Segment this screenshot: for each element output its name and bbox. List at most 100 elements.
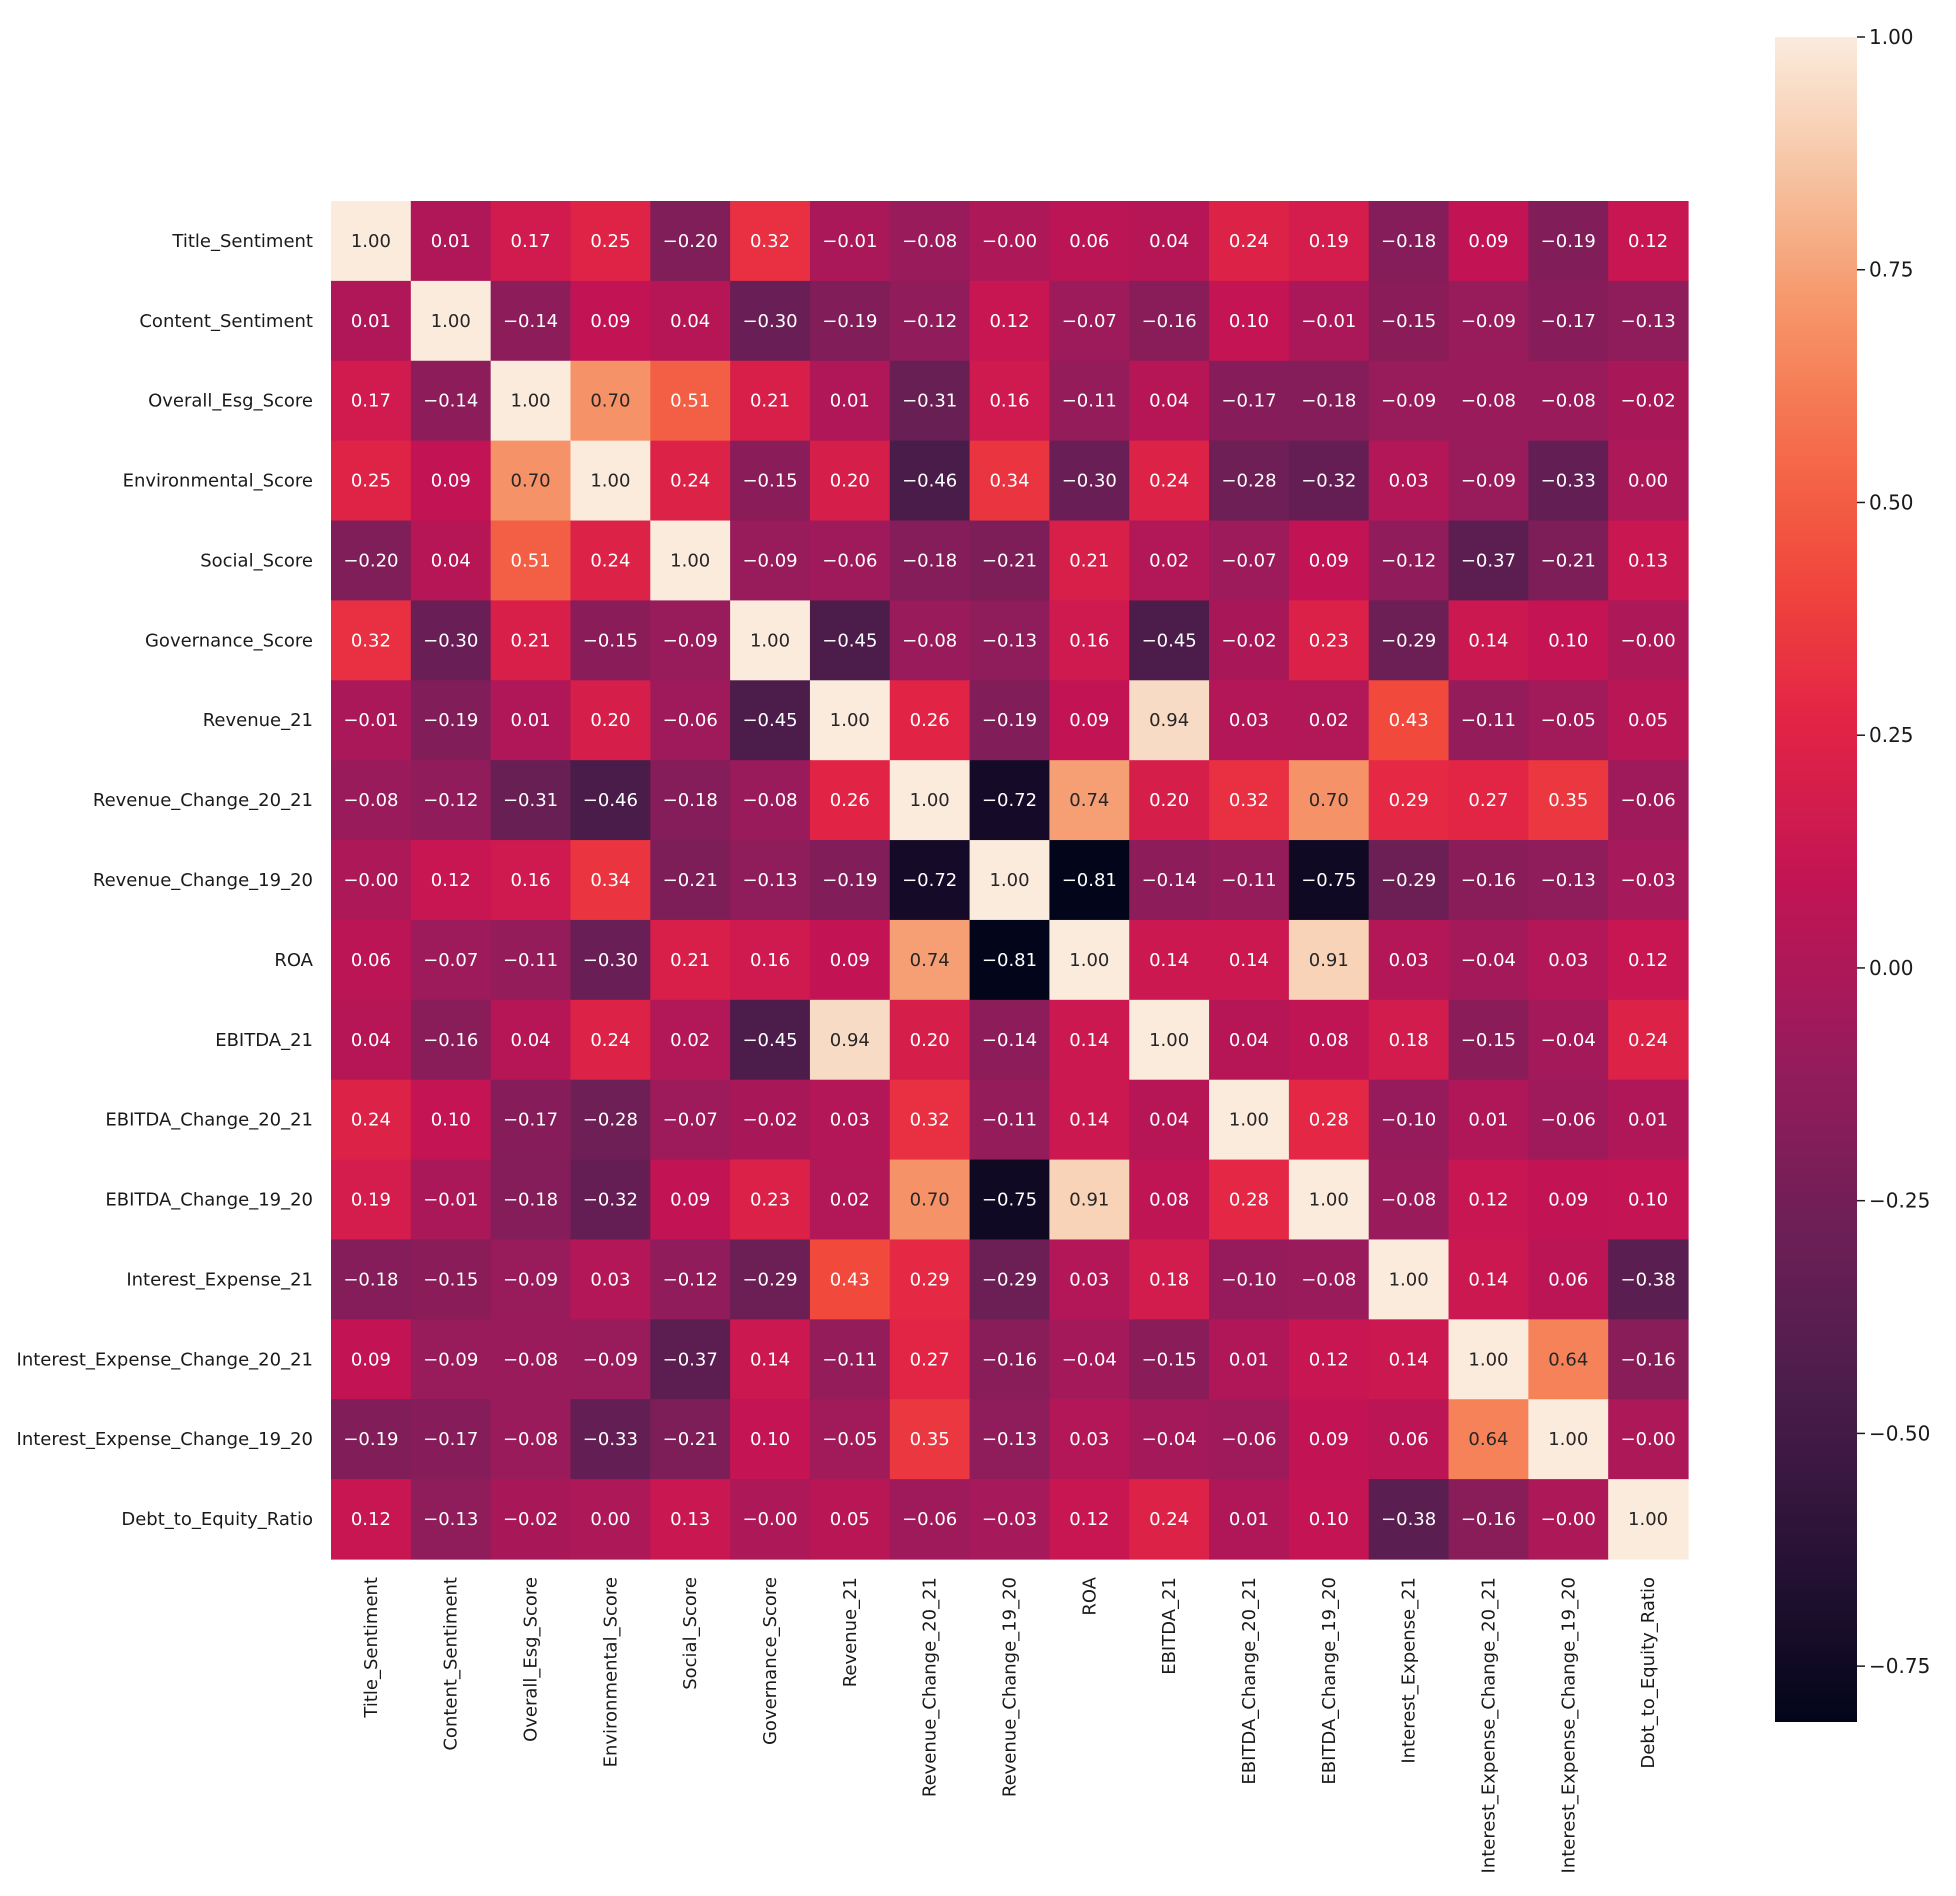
cell-value-label: −0.09 xyxy=(1381,391,1436,412)
heatmap-cell xyxy=(490,1399,572,1480)
y-tick-label: Debt_to_Equity_Ratio xyxy=(121,1509,313,1530)
heatmap-cell xyxy=(809,1159,891,1241)
cell-value-label: −0.08 xyxy=(1381,1190,1436,1211)
x-tick-label: Interest_Expense_Change_20_21 xyxy=(1478,1577,1499,1873)
cell-value-label: −0.04 xyxy=(1461,950,1516,971)
cell-value-label: −0.11 xyxy=(982,1110,1037,1131)
heatmap-cell xyxy=(410,1479,492,1560)
heatmap-cell xyxy=(1368,1479,1450,1560)
cell-value-label: 0.14 xyxy=(1069,1030,1109,1051)
cell-value-label: 0.16 xyxy=(1069,630,1109,651)
heatmap-cell xyxy=(1528,280,1609,362)
cell-value-label: 0.02 xyxy=(1149,550,1189,571)
heatmap-cell xyxy=(1288,600,1370,681)
cell-value-label: 0.09 xyxy=(1548,1190,1588,1211)
cell-value-label: 0.09 xyxy=(351,1349,391,1370)
cell-value-label: 0.91 xyxy=(1069,1190,1109,1211)
cell-value-label: −0.45 xyxy=(742,1030,797,1051)
cell-value-label: 1.00 xyxy=(910,790,950,811)
cell-value-label: 1.00 xyxy=(750,630,790,651)
heatmap-cell xyxy=(570,1079,651,1161)
cell-value-label: 0.06 xyxy=(1069,231,1109,252)
cell-value-label: 0.02 xyxy=(1309,710,1349,731)
cell-value-label: −0.13 xyxy=(1541,870,1596,891)
cell-value-label: −0.15 xyxy=(1142,1349,1197,1370)
heatmap-cell xyxy=(490,1479,572,1560)
heatmap-cell xyxy=(969,1079,1051,1161)
cell-value-label: −0.21 xyxy=(982,550,1037,571)
cell-value-label: 0.06 xyxy=(351,950,391,971)
heatmap-annotations: 1.00 0.01 0.17 0.25 −0.20 0.32 −0.01 −0.08 −0.00… xyxy=(343,231,1675,1530)
cell-value-label: −0.19 xyxy=(822,870,877,891)
heatmap-cell xyxy=(809,1479,891,1560)
y-tick-label: Interest_Expense_21 xyxy=(126,1269,313,1290)
cell-value-label: −0.11 xyxy=(1062,391,1117,412)
cell-value-label: 0.70 xyxy=(1309,790,1349,811)
heatmap-cell xyxy=(1608,840,1689,921)
heatmap-cell xyxy=(889,1079,971,1161)
cell-value-label: 0.10 xyxy=(1548,630,1588,651)
heatmap-cell xyxy=(1209,280,1290,362)
heatmap-cell xyxy=(1129,1079,1210,1161)
heatmap-cell xyxy=(1288,280,1370,362)
heatmap-cell xyxy=(730,440,811,522)
cell-value-label: 0.03 xyxy=(1548,950,1588,971)
x-tick-label: Overall_Esg_Score xyxy=(521,1577,542,1742)
heatmap-cell xyxy=(331,1319,412,1400)
heatmap-cell xyxy=(1608,360,1689,442)
heatmap-cell xyxy=(1448,999,1529,1081)
cell-value-label: −0.06 xyxy=(663,710,718,731)
cell-value-label: 0.25 xyxy=(351,471,391,492)
cell-value-label: 0.04 xyxy=(1149,231,1189,252)
cell-value-label: 0.64 xyxy=(1468,1429,1508,1450)
x-tick-label: Governance_Score xyxy=(760,1577,781,1745)
heatmap-cell xyxy=(1448,440,1529,522)
cell-value-label: 0.21 xyxy=(670,950,710,971)
y-tick-label: Title_Sentiment xyxy=(171,231,313,252)
heatmap-cell xyxy=(570,1239,651,1320)
heatmap-cell xyxy=(570,760,651,841)
heatmap-cell xyxy=(1288,999,1370,1081)
cell-value-label: −0.14 xyxy=(423,391,478,412)
heatmap-cell xyxy=(650,1159,731,1241)
cell-value-label: 0.13 xyxy=(1628,550,1668,571)
heatmap-cell xyxy=(809,520,891,602)
heatmap-cell xyxy=(331,520,412,602)
heatmap-cell xyxy=(889,840,971,921)
heatmap-cell xyxy=(570,1399,651,1480)
cell-value-label: −0.13 xyxy=(982,1429,1037,1450)
cell-value-label: −0.19 xyxy=(343,1429,398,1450)
heatmap-cell xyxy=(331,440,412,522)
heatmap-cell xyxy=(1129,1159,1210,1241)
heatmap-cell xyxy=(650,600,731,681)
colorbar-tick-label: −0.75 xyxy=(1869,1654,1930,1678)
heatmap-cell xyxy=(730,360,811,442)
heatmap-cell xyxy=(1288,919,1370,1001)
cell-value-label: 0.03 xyxy=(830,1110,870,1131)
cell-value-label: 1.00 xyxy=(1628,1509,1668,1530)
cell-value-label: −0.30 xyxy=(742,311,797,332)
cell-value-label: 0.02 xyxy=(670,1030,710,1051)
heatmap-cell xyxy=(730,600,811,681)
cell-value-label: 0.09 xyxy=(431,471,471,492)
heatmap-cell xyxy=(1448,680,1529,761)
heatmap-cell xyxy=(410,1079,492,1161)
cell-value-label: −0.19 xyxy=(423,710,478,731)
cell-value-label: 1.00 xyxy=(1309,1190,1349,1211)
cell-value-label: −0.28 xyxy=(1221,471,1276,492)
heatmap-cell xyxy=(730,1479,811,1560)
heatmap-cell xyxy=(1448,201,1529,282)
y-tick-label: Interest_Expense_Change_19_20 xyxy=(17,1429,313,1450)
heatmap-cell xyxy=(809,360,891,442)
cell-value-label: −0.17 xyxy=(1541,311,1596,332)
cell-value-label: 0.14 xyxy=(1468,630,1508,651)
heatmap-cell xyxy=(331,919,412,1001)
heatmap-cell xyxy=(1528,1079,1609,1161)
heatmap-cell xyxy=(889,999,971,1081)
heatmap-cell xyxy=(1049,840,1130,921)
heatmap-cell xyxy=(570,999,651,1081)
heatmap-cell xyxy=(1608,1079,1689,1161)
cell-value-label: 0.21 xyxy=(1069,550,1109,571)
cell-value-label: −0.01 xyxy=(1301,311,1356,332)
heatmap-cell xyxy=(650,1319,731,1400)
